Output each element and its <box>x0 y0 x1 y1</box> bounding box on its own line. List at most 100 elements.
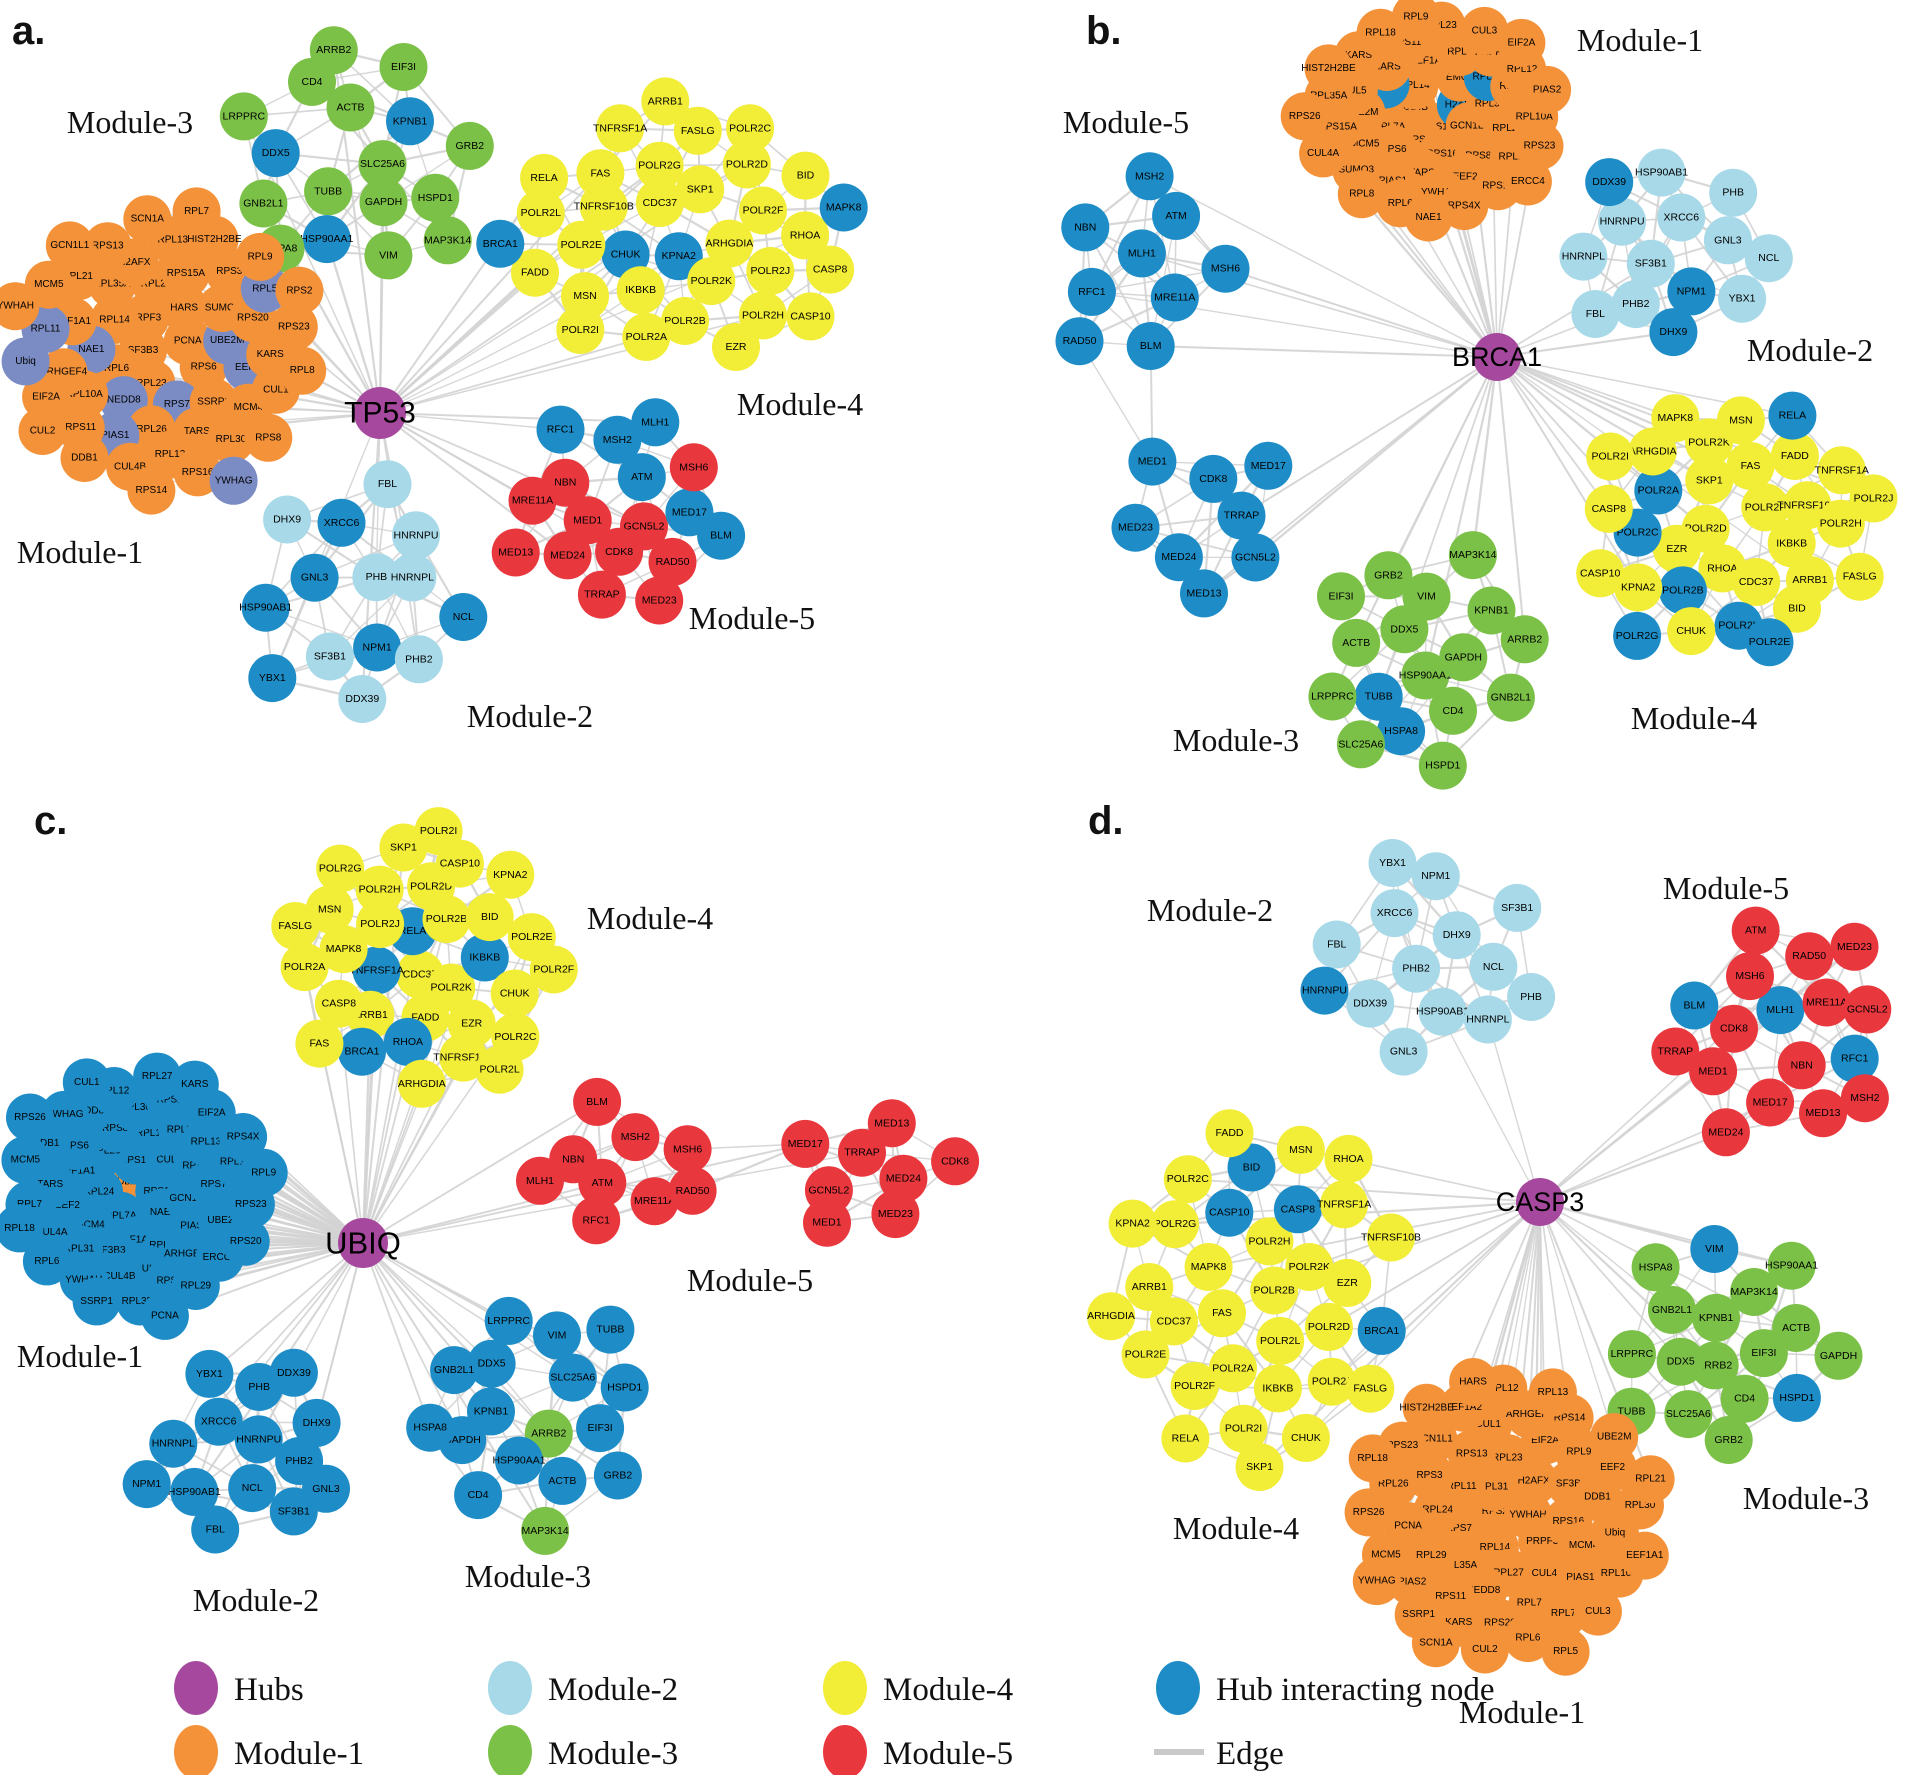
network-node[interactable] <box>1377 707 1426 756</box>
network-node[interactable] <box>676 165 725 214</box>
network-node[interactable] <box>316 844 365 893</box>
network-node[interactable] <box>239 179 288 228</box>
network-node[interactable] <box>83 222 132 271</box>
network-node[interactable] <box>1626 239 1675 288</box>
network-node[interactable] <box>1189 454 1238 503</box>
network-node[interactable] <box>271 902 320 950</box>
network-node[interactable] <box>1770 432 1819 480</box>
network-node[interactable] <box>1336 720 1385 769</box>
network-node[interactable] <box>1497 18 1546 67</box>
network-node[interactable] <box>1571 290 1620 338</box>
network-node[interactable] <box>1324 1134 1373 1183</box>
network-node[interactable] <box>1253 1364 1302 1413</box>
network-node[interactable] <box>269 303 318 351</box>
network-node[interactable] <box>248 654 297 703</box>
network-node[interactable] <box>1121 1330 1170 1379</box>
network-node[interactable] <box>1503 1614 1552 1663</box>
network-node[interactable] <box>355 865 404 914</box>
network-node[interactable] <box>439 1033 488 1082</box>
network-node[interactable] <box>1149 1297 1198 1346</box>
network-node[interactable] <box>1611 280 1660 329</box>
network-node[interactable] <box>338 1027 386 1076</box>
network-node[interactable] <box>275 266 324 315</box>
network-node[interactable] <box>1126 322 1175 370</box>
network-node[interactable] <box>1802 978 1851 1027</box>
network-node[interactable] <box>1746 1078 1795 1127</box>
network-node[interactable] <box>1720 1374 1769 1423</box>
network-node[interactable] <box>397 1059 446 1108</box>
network-node[interactable] <box>1448 531 1497 580</box>
network-node[interactable] <box>1404 193 1453 242</box>
network-node[interactable] <box>1108 1199 1157 1248</box>
network-node[interactable] <box>1493 883 1542 932</box>
network-node[interactable] <box>511 248 559 297</box>
network-node[interactable] <box>611 1113 660 1162</box>
network-node[interactable] <box>379 43 428 91</box>
network-node[interactable] <box>465 893 514 942</box>
network-node[interactable] <box>1631 1243 1680 1292</box>
network-node[interactable] <box>520 153 569 202</box>
network-node[interactable] <box>1152 191 1201 240</box>
network-node[interactable] <box>1245 1217 1294 1266</box>
network-node[interactable] <box>414 807 463 856</box>
network-node[interactable] <box>1285 1243 1334 1291</box>
network-node[interactable] <box>593 1451 642 1500</box>
network-node[interactable] <box>548 1353 597 1402</box>
network-node[interactable] <box>495 1436 543 1485</box>
network-node[interactable] <box>516 1156 564 1205</box>
network-node[interactable] <box>1231 533 1280 582</box>
network-node[interactable] <box>1528 1368 1577 1417</box>
network-node[interactable] <box>572 1196 621 1245</box>
network-node[interactable] <box>1368 839 1417 887</box>
network-node[interactable] <box>1539 1589 1588 1638</box>
network-node[interactable] <box>622 312 671 361</box>
network-node[interactable] <box>352 553 401 602</box>
network-node[interactable] <box>486 850 535 899</box>
network-node[interactable] <box>1161 1414 1210 1463</box>
network-node[interactable] <box>1227 1143 1276 1192</box>
network-node[interactable] <box>445 121 494 170</box>
network-node[interactable] <box>617 453 666 502</box>
network-node[interactable] <box>304 167 353 216</box>
network-node[interactable] <box>290 553 339 602</box>
network-node[interactable] <box>1772 1304 1821 1352</box>
network-node[interactable] <box>1585 158 1634 207</box>
network-node[interactable] <box>1205 1109 1254 1158</box>
network-node[interactable] <box>661 297 709 345</box>
network-node[interactable] <box>1799 1089 1847 1138</box>
network-node[interactable] <box>314 979 363 1028</box>
network-node[interactable] <box>302 215 351 264</box>
network-node[interactable] <box>1586 432 1635 481</box>
network-node[interactable] <box>209 456 258 505</box>
network-node[interactable] <box>394 635 443 684</box>
network-node[interactable] <box>529 945 578 994</box>
network-node[interactable] <box>648 537 697 586</box>
network-node[interactable] <box>170 1467 219 1516</box>
network-node[interactable] <box>1 1136 50 1184</box>
network-node[interactable] <box>508 476 557 525</box>
network-node[interactable] <box>722 140 771 189</box>
network-node[interactable] <box>18 407 67 455</box>
network-node[interactable] <box>278 346 327 395</box>
network-node[interactable] <box>1299 129 1348 178</box>
network-node[interactable] <box>484 1296 533 1345</box>
network-node[interactable] <box>1061 203 1110 252</box>
network-node[interactable] <box>712 323 760 371</box>
network-node[interactable] <box>1392 944 1441 993</box>
network-node[interactable] <box>317 498 366 547</box>
network-node[interactable] <box>1235 1443 1284 1491</box>
network-node[interactable] <box>1584 484 1633 533</box>
network-node[interactable] <box>1772 1373 1821 1422</box>
network-node[interactable] <box>1745 618 1794 667</box>
network-node[interactable] <box>673 106 722 155</box>
network-node[interactable] <box>1364 551 1413 600</box>
network-node[interactable] <box>635 141 684 190</box>
network-node[interactable] <box>687 257 736 306</box>
network-node[interactable] <box>1590 1413 1639 1462</box>
network-node[interactable] <box>1689 1047 1738 1096</box>
network-node[interactable] <box>1276 1125 1325 1174</box>
network-node[interactable] <box>1 337 50 386</box>
network-node[interactable] <box>931 1137 980 1186</box>
network-node[interactable] <box>1067 267 1116 316</box>
network-node[interactable] <box>1332 618 1381 667</box>
